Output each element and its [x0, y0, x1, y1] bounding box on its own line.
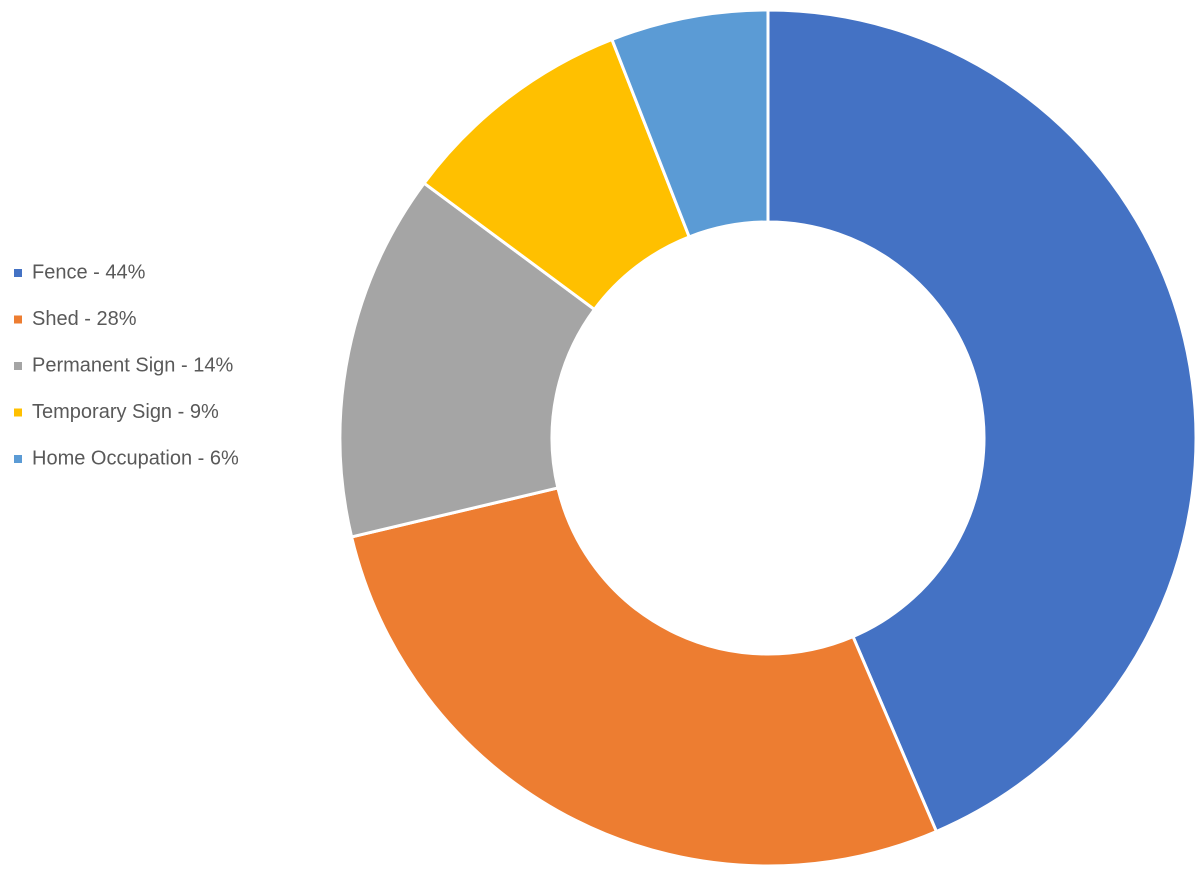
- legend-label: Fence - 44%: [32, 261, 146, 283]
- legend-swatch: [14, 455, 22, 463]
- legend-swatch: [14, 315, 22, 324]
- donut-segment: [766, 8, 1196, 834]
- donut-segment: [609, 8, 770, 239]
- legend-label: Shed - 28%: [32, 308, 137, 330]
- legend-label: Temporary Sign - 9%: [32, 401, 219, 423]
- legend-swatch: [14, 408, 22, 417]
- legend-label: Home Occupation - 6%: [32, 447, 239, 469]
- legend-swatch: [14, 269, 22, 277]
- donut-segment: [349, 486, 939, 868]
- legend-swatch: [14, 362, 22, 370]
- legend-label: Permanent Sign - 14%: [32, 354, 233, 376]
- donut-segment: [338, 181, 597, 539]
